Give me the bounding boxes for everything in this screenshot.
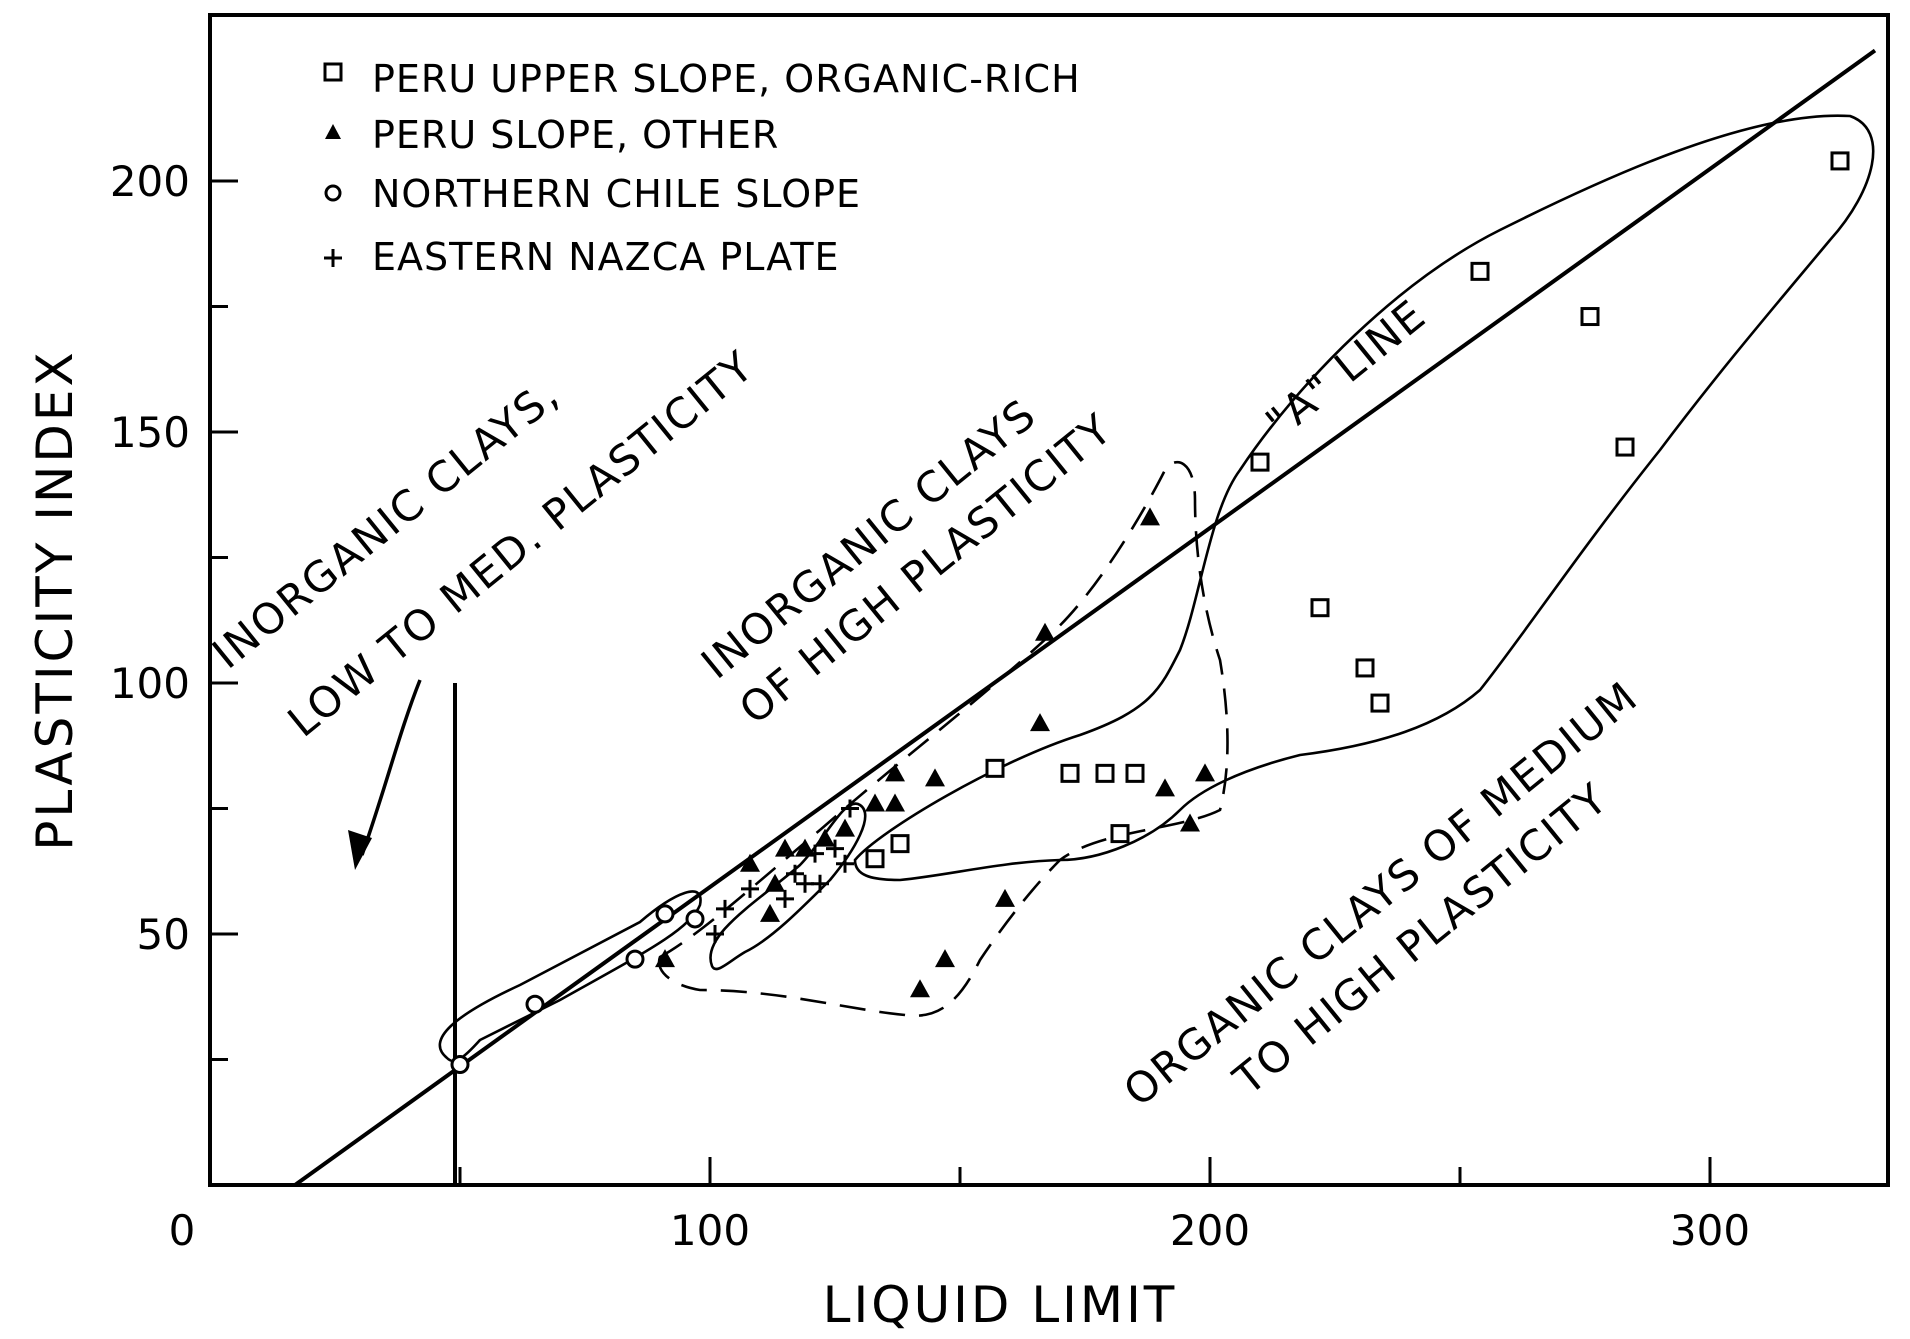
legend-label-organic-rich: PERU UPPER SLOPE, ORGANIC-RICH	[372, 57, 1081, 101]
marker-square	[1830, 151, 1850, 171]
region-label-inorganic-high-line2: OF HIGH PLASTICITY	[730, 404, 1122, 734]
legend-circle-icon	[324, 184, 342, 202]
marker-triangle	[910, 979, 930, 998]
marker-square	[1580, 307, 1600, 327]
marker-triangle	[1155, 778, 1175, 797]
marker-circle	[625, 949, 645, 969]
legend-label-chile: NORTHERN CHILE SLOPE	[372, 172, 861, 216]
marker-plus	[706, 925, 724, 943]
marker-triangle	[775, 838, 795, 857]
marker-triangle	[935, 949, 955, 968]
marker-square	[1310, 598, 1330, 618]
legend-plus-icon	[324, 249, 342, 267]
nazca-plate-envelope	[709, 802, 867, 971]
marker-square	[1060, 763, 1080, 783]
marker-circle	[525, 994, 545, 1014]
marker-triangle	[865, 793, 885, 812]
y-tick-label-150: 150	[110, 408, 190, 457]
marker-triangle	[1140, 507, 1160, 526]
marker-triangle	[760, 903, 780, 922]
y-tick-label-100: 100	[110, 659, 190, 708]
marker-triangle	[795, 838, 815, 857]
plot-frame	[208, 13, 1890, 1187]
y-axis-title: PLASTICITY INDEX	[26, 349, 84, 851]
marker-square	[890, 834, 910, 854]
marker-triangle	[765, 873, 785, 892]
marker-triangle	[740, 853, 760, 872]
marker-triangle	[835, 818, 855, 837]
legend-label-nazca: EASTERN NAZCA PLATE	[372, 235, 840, 279]
marker-triangle	[1180, 813, 1200, 832]
legend-label-peru-other: PERU SLOPE, OTHER	[372, 113, 779, 157]
organic-rich-envelope	[853, 114, 1875, 882]
marker-plus	[786, 864, 804, 883]
marker-triangle	[995, 888, 1015, 907]
marker-square	[1250, 452, 1270, 472]
region-arrow	[360, 679, 422, 856]
marker-triangle	[1030, 713, 1050, 732]
marker-triangle	[885, 793, 905, 812]
marker-circle	[655, 904, 675, 924]
legend-square-icon	[323, 62, 343, 82]
marker-plus	[841, 799, 859, 818]
marker-triangle	[655, 949, 675, 968]
x-tick-label-300: 300	[1670, 1206, 1750, 1255]
marker-square	[1615, 437, 1635, 457]
marker-plus	[806, 844, 824, 863]
marker-triangle	[925, 768, 945, 787]
peru-slope-envelope	[657, 460, 1229, 1018]
marker-square	[1095, 763, 1115, 783]
marker-square	[1125, 763, 1145, 783]
x-axis-title: LIQUID LIMIT	[823, 1276, 1178, 1334]
marker-circle	[450, 1055, 470, 1075]
chile-slope-envelope	[438, 890, 702, 1063]
envelopes	[438, 114, 1875, 1063]
marker-square	[865, 849, 885, 869]
arrow-head-icon	[348, 830, 372, 870]
marker-square	[1110, 824, 1130, 844]
marker-plus	[836, 854, 854, 873]
a-line-label: "A" LINE	[1256, 290, 1435, 448]
legend-triangle-icon	[325, 124, 341, 139]
legend: PERU UPPER SLOPE, ORGANIC-RICH PERU SLOP…	[323, 57, 1081, 279]
region-label-organic-line2: TO HIGH PLASTICITY	[1224, 773, 1618, 1105]
x-tick-label-0: 0	[169, 1206, 196, 1255]
marker-triangle	[885, 763, 905, 782]
y-tick-label-50: 50	[137, 910, 190, 959]
marker-plus	[811, 874, 829, 893]
marker-plus	[776, 889, 794, 908]
marker-plus	[716, 899, 734, 918]
marker-plus	[826, 839, 844, 858]
marker-square	[1370, 693, 1390, 713]
data-markers	[450, 151, 1850, 1075]
x-tick-label-200: 200	[1170, 1206, 1250, 1255]
a-line	[293, 48, 1877, 1187]
marker-square	[985, 758, 1005, 778]
marker-circle	[685, 909, 705, 929]
y-tick-label-200: 200	[110, 157, 190, 206]
marker-triangle	[1195, 763, 1215, 782]
marker-triangle	[815, 828, 835, 847]
marker-triangle	[1035, 622, 1055, 641]
marker-square	[1470, 261, 1490, 281]
x-tick-label-100: 100	[670, 1206, 750, 1255]
axis-ticks	[210, 179, 1712, 1185]
marker-plus	[741, 879, 759, 898]
marker-square	[1355, 658, 1375, 678]
